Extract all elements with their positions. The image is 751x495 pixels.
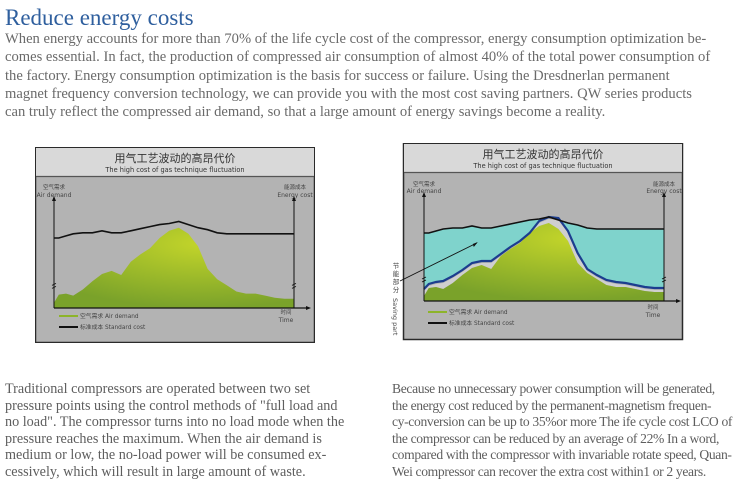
chart-permanent-magnet: 用气工艺波动的高昂代价 The high cost of gas techniq… — [380, 143, 684, 341]
intro-paragraph: When energy accounts for more than 70% o… — [5, 30, 750, 121]
legend-label-air-demand-cn: 空气需求 — [449, 308, 472, 316]
paragraph-line: compared with the compressor with invari… — [392, 447, 732, 463]
axis-break-mark — [291, 282, 297, 289]
axis-break-mark — [51, 282, 57, 289]
chart-traditional: 用气工艺波动的高昂代价 The high cost of gas techniq… — [35, 147, 315, 343]
paragraph-line: Because no unnecessary power consumption… — [392, 381, 715, 396]
left-axis-arrow-icon — [52, 196, 56, 201]
left-axis-label-cn: 空气需求 — [43, 183, 66, 191]
paragraph-line: cy-conversion can be up to 35%or more Th… — [392, 414, 733, 430]
right-axis-label-en: Energy cost — [277, 192, 313, 199]
chart-title: 用气工艺波动的高昂代价 — [483, 147, 604, 161]
saving-label-char: 分 — [393, 285, 400, 294]
plot-layer — [421, 192, 681, 303]
right-axis-label-cn: 能源成本 — [284, 183, 307, 191]
saving-pointer-line — [399, 242, 477, 282]
x-axis-arrow-icon — [306, 306, 311, 310]
plot-layer — [51, 196, 311, 310]
left-axis-label-en: Air demand — [37, 192, 72, 199]
intro-line: the factory. Energy consumption optimiza… — [5, 67, 670, 84]
paragraph-line: Traditional compressors are operated bet… — [5, 381, 311, 397]
x-axis-arrow-icon — [676, 299, 681, 303]
left-axis-arrow-icon — [422, 192, 426, 197]
paragraph-permanent-magnet: Because no unnecessary power consumption… — [392, 381, 732, 481]
legend-label-standard-cost-en: Standard cost — [474, 321, 515, 327]
right-axis-label-cn: 能源成本 — [653, 180, 676, 188]
chart-subtitle: The high cost of gas technique fluctuati… — [472, 162, 612, 170]
legend-label-standard-cost-cn: 标准成本 — [80, 323, 103, 331]
standard-cost-line — [54, 220, 294, 239]
x-axis-label-cn: 时间 — [280, 308, 291, 316]
paragraph-line: the compressor can be reduced by an aver… — [392, 430, 720, 446]
right-axis-arrow-icon — [292, 196, 296, 201]
paragraph-line: no load". The compressor turns into no l… — [5, 414, 345, 431]
chart-title: 用气工艺波动的高昂代价 — [115, 151, 236, 165]
legend-label-air-demand-en: Air demand — [105, 314, 139, 320]
air-demand-area — [54, 227, 294, 308]
air-demand-area — [424, 223, 664, 301]
intro-line: When energy accounts for more than 70% o… — [5, 31, 707, 47]
intro-line: comes essential. In fact, the production… — [5, 49, 711, 66]
legend-label-standard-cost-en: Standard cost — [105, 325, 146, 331]
paragraph-line: pressure points using the control method… — [5, 397, 338, 414]
chart-header — [404, 144, 682, 172]
legend-label-standard-cost-cn: 标准成本 — [449, 319, 472, 327]
saving-label-cn: 节能部分 — [393, 262, 400, 294]
chart-subtitle: The high cost of gas technique fluctuati… — [104, 166, 244, 174]
saving-area — [424, 217, 664, 289]
standard-cost-line — [424, 216, 664, 234]
chart-traditional-svg: 用气工艺波动的高昂代价 The high cost of gas techniq… — [35, 147, 315, 343]
saving-label-char: 节 — [393, 262, 400, 270]
intro-line: can truly reflect the compressed air dem… — [5, 104, 606, 121]
paragraph-line: cessively, which will result in large am… — [5, 463, 306, 480]
paragraph-traditional: Traditional compressors are operated bet… — [5, 381, 344, 481]
left-axis-label-en: Air demand — [407, 188, 442, 195]
saving-label-char: 能 — [393, 269, 400, 278]
right-axis-label-en: Energy cost — [646, 188, 682, 195]
paragraph-line: Wei compressor can recover the extra cos… — [392, 463, 706, 479]
x-axis-label-en: Time — [278, 317, 294, 324]
saving-label-char: 部 — [393, 277, 400, 286]
page-title: Reduce energy costs — [5, 5, 194, 30]
buffer-area — [424, 219, 664, 296]
legend-label-air-demand-cn: 空气需求 — [80, 312, 103, 320]
saving-pointer-arrow-icon — [472, 242, 478, 247]
left-axis-label-cn: 空气需求 — [413, 180, 436, 188]
paragraph-line: pressure reaches the maximum. When the a… — [5, 430, 322, 447]
paragraph-line: the energy cost reduced by the permanent… — [392, 397, 712, 413]
saving-label-en: Saving part — [391, 298, 399, 336]
legend-label-air-demand-en: Air demand — [474, 310, 508, 316]
optimized-cost-line — [423, 215, 664, 290]
intro-line: magnet frequency conversion technology, … — [5, 85, 692, 102]
paragraph-line: medium or low, the no-load power will be… — [5, 447, 327, 464]
right-axis-arrow-icon — [662, 192, 666, 197]
x-axis-label-cn: 时间 — [647, 303, 658, 311]
chart-header — [36, 148, 314, 176]
axis-break-mark — [661, 276, 667, 283]
x-axis-label-en: Time — [645, 312, 661, 319]
axis-break-mark — [421, 276, 427, 283]
chart-permanent-magnet-svg: 用气工艺波动的高昂代价 The high cost of gas techniq… — [391, 143, 684, 341]
